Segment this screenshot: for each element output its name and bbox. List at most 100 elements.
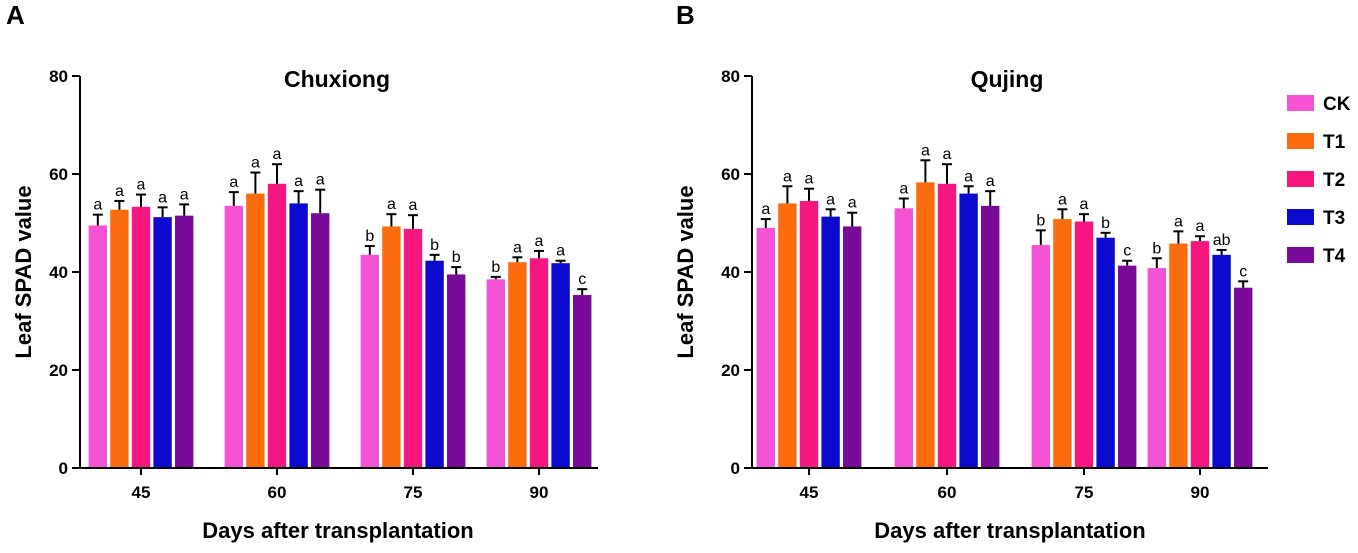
significance-label: a [535,233,544,250]
significance-label: a [115,183,124,200]
bar-t1-75 [1053,219,1072,468]
chart-panel-qujing: B Qujing Days after transplantation Leaf… [673,0,1268,543]
legend-swatch-ck [1287,95,1314,111]
significance-label: a [826,191,835,208]
x-tick-label: 75 [404,483,423,502]
significance-label: a [805,171,814,188]
bar-t2-60 [267,183,287,469]
bar-t4-90 [573,295,592,468]
chart-panel-chuxiong: A Chuxiong Days after transplantation Le… [6,0,598,543]
bar-t2-45 [131,206,151,468]
significance-label: a [943,146,952,163]
bar-t2-90 [1190,241,1210,468]
significance-label: a [986,173,995,190]
y-tick-label: 20 [721,361,740,380]
significance-label: a [387,196,396,213]
significance-label: a [513,239,522,256]
legend-swatch-t2 [1287,171,1314,187]
bar-ck-90 [486,279,505,468]
significance-label: b [452,249,461,266]
bar-t3-90 [551,263,570,468]
bar-t3-45 [821,216,840,468]
significance-label: a [180,186,189,203]
bar-t4-45 [843,226,862,468]
legend-swatch-t3 [1287,209,1314,225]
bar-ck-75 [360,254,379,468]
bar-t1-75 [382,226,401,468]
bar-t2-45 [799,200,819,468]
significance-label: a [409,197,418,214]
x-tick-label: 60 [938,483,957,502]
bar-t3-60 [289,203,308,468]
significance-label: a [158,189,167,206]
significance-label: a [1058,191,1067,208]
significance-label: a [556,243,565,260]
bar-t1-90 [1169,243,1188,468]
bar-t1-60 [246,193,265,468]
x-tick-label: 45 [132,483,151,502]
significance-label: a [921,142,930,159]
significance-label: b [1036,212,1045,229]
bar-t3-60 [959,193,978,468]
bar-t2-75 [403,228,423,468]
y-tick-label: 0 [731,459,740,478]
x-tick-label: 90 [1191,483,1210,502]
y-tick-label: 20 [49,361,68,380]
bar-t2-90 [529,258,549,468]
significance-label: a [229,174,238,191]
bar-ck-90 [1147,268,1166,468]
bar-t3-90 [1212,254,1231,468]
significance-label: a [899,181,908,198]
bar-t4-90 [1234,287,1253,468]
y-axis-label: Leaf SPAD value [673,185,698,358]
y-tick-label: 60 [721,165,740,184]
significance-label: c [578,271,586,288]
significance-label: c [1123,243,1131,260]
x-tick-label: 60 [268,483,287,502]
panel-letter-b: B [676,0,695,30]
significance-label: a [761,201,770,218]
significance-label: b [491,259,500,276]
significance-label: ab [1213,232,1231,249]
bar-ck-45 [88,225,107,468]
bar-t1-60 [916,182,935,468]
significance-label: b [365,228,374,245]
x-tick-label: 75 [1075,483,1094,502]
significance-label: a [137,177,146,194]
y-tick-label: 0 [59,459,68,478]
chart-title: Qujing [971,66,1044,92]
bar-t1-45 [110,209,129,468]
y-tick-label: 40 [49,263,68,282]
significance-label: a [1174,213,1183,230]
legend-swatch-t4 [1287,247,1314,263]
significance-label: a [294,173,303,190]
significance-label: b [1152,240,1161,257]
significance-label: a [1080,196,1089,213]
bar-t1-90 [508,262,527,468]
significance-label: a [1196,218,1205,235]
bar-t3-45 [153,217,172,468]
legend: CK T1 T2 T3 T4 [1287,94,1351,267]
significance-label: b [1101,215,1110,232]
x-axis-label: Days after transplantation [874,518,1145,543]
significance-label: b [430,237,439,254]
significance-label: a [964,168,973,185]
bar-t4-75 [447,274,466,468]
bar-t4-45 [175,215,194,468]
significance-label: a [273,146,282,163]
significance-label: a [783,168,792,185]
bar-t4-75 [1118,265,1137,468]
legend-label-ck: CK [1323,94,1351,115]
bar-t3-75 [1096,237,1115,468]
y-tick-label: 80 [721,67,740,86]
significance-label: c [1239,263,1247,280]
y-tick-label: 60 [49,165,68,184]
x-tick-label: 90 [530,483,549,502]
significance-label: a [251,155,260,172]
legend-label-t4: T4 [1323,246,1346,267]
legend-label-t1: T1 [1323,132,1346,153]
